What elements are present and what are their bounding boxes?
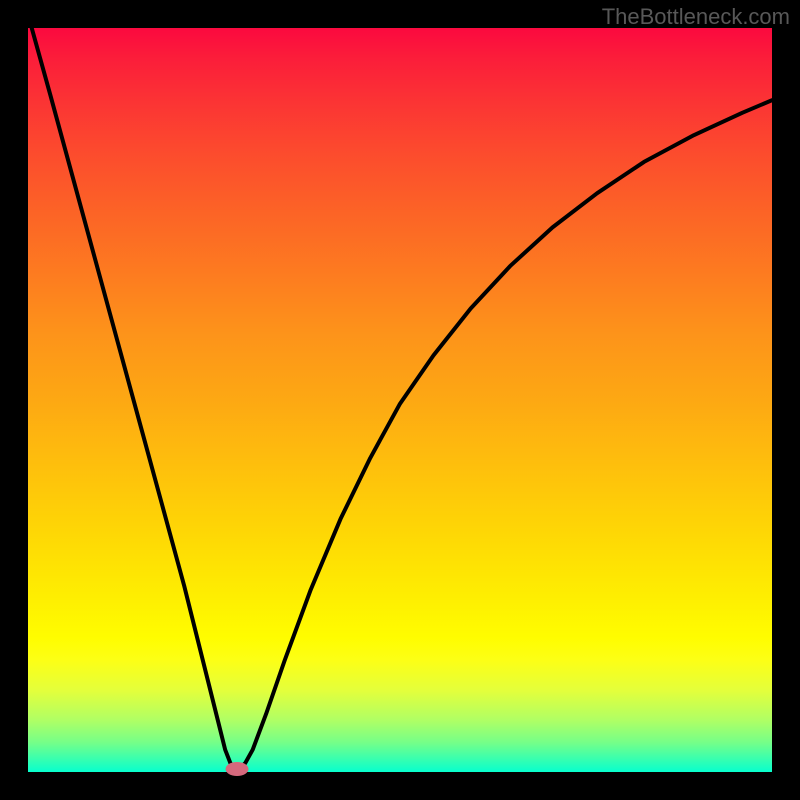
minimum-marker <box>226 762 249 776</box>
watermark-text: TheBottleneck.com <box>602 4 790 30</box>
chart-curve-svg <box>28 28 772 772</box>
bottleneck-curve <box>32 28 772 769</box>
chart-frame <box>28 28 772 772</box>
